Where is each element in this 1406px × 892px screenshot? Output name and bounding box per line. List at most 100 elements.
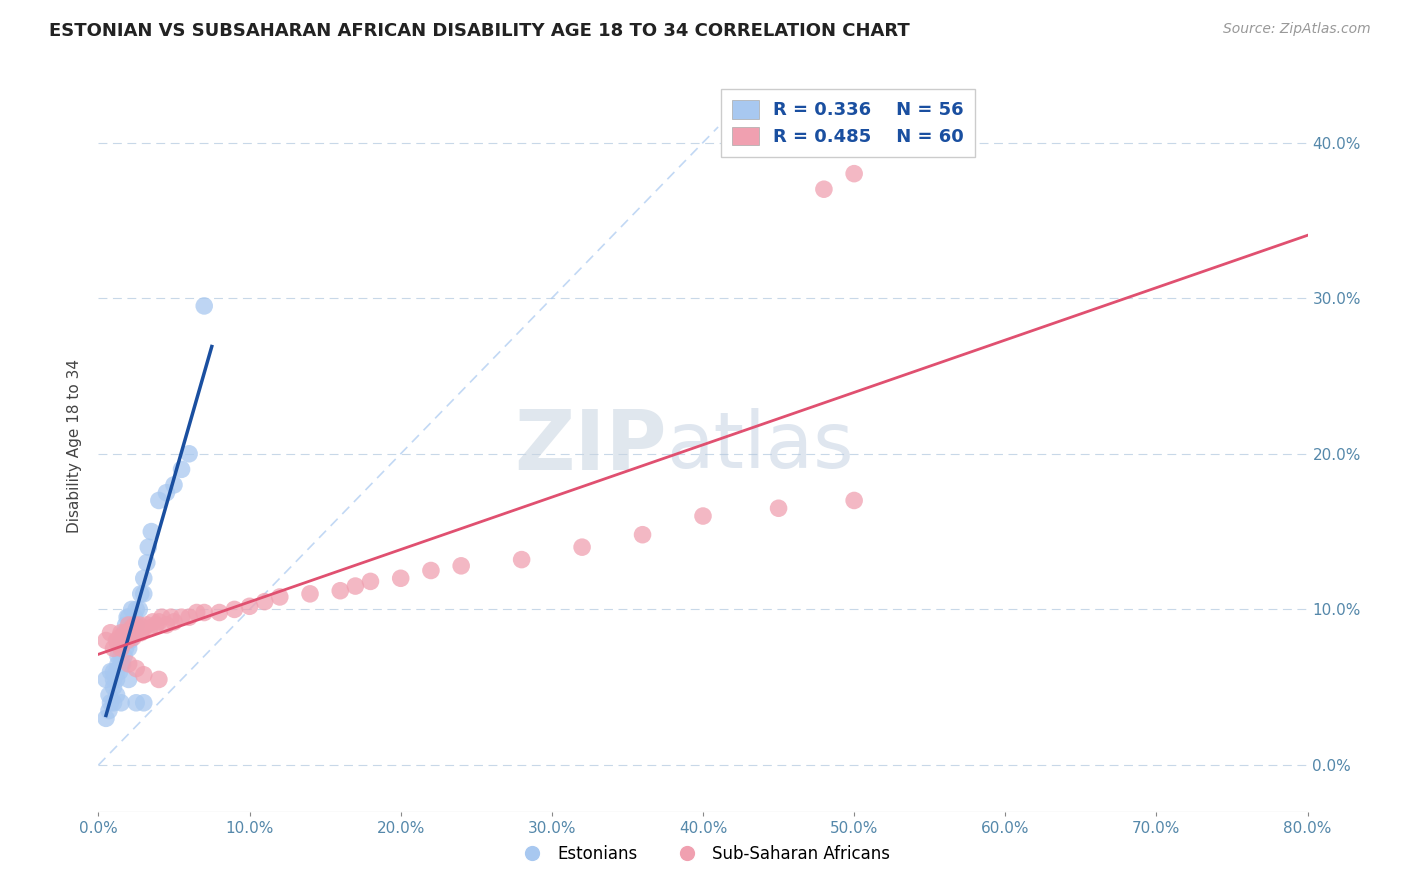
Point [170, 610, 193, 624]
Point [124, 610, 146, 624]
Point [132, 571, 155, 585]
Point [107, 637, 129, 651]
Point [103, 680, 125, 694]
Point [98, 688, 121, 702]
Point [844, 493, 866, 508]
Point [692, 509, 714, 524]
Point [125, 602, 148, 616]
Point [105, 665, 128, 679]
Point [141, 524, 163, 539]
Point [132, 587, 155, 601]
Point [105, 633, 128, 648]
Point [100, 665, 122, 679]
Point [155, 485, 177, 500]
Point [118, 657, 141, 671]
Point [110, 649, 132, 664]
Y-axis label: Disability Age 18 to 34: Disability Age 18 to 34 [67, 359, 83, 533]
Point [135, 556, 157, 570]
Point [450, 558, 472, 573]
Point [142, 615, 165, 629]
Point [145, 618, 167, 632]
Point [118, 673, 141, 687]
Point [170, 462, 193, 476]
Point [103, 665, 125, 679]
Point [163, 615, 186, 629]
Point [94, 711, 117, 725]
Point [163, 478, 186, 492]
Point [118, 610, 141, 624]
Point [132, 621, 155, 635]
Point [110, 641, 132, 656]
Point [105, 673, 128, 687]
Point [103, 641, 125, 656]
Point [122, 631, 145, 645]
Point [132, 696, 155, 710]
Point [150, 610, 173, 624]
Point [111, 633, 134, 648]
Point [118, 641, 141, 656]
Point [120, 633, 142, 648]
Point [111, 633, 134, 648]
Point [132, 667, 155, 681]
Point [127, 621, 149, 635]
Point [571, 540, 593, 554]
Point [110, 633, 132, 648]
Point [114, 618, 136, 632]
Point [813, 182, 835, 196]
Point [110, 657, 132, 671]
Point [112, 631, 135, 645]
Point [118, 618, 141, 632]
Legend: Estonians, Sub-Saharan Africans: Estonians, Sub-Saharan Africans [509, 838, 897, 869]
Point [103, 673, 125, 687]
Point [148, 493, 170, 508]
Point [768, 501, 790, 516]
Point [193, 299, 215, 313]
Point [136, 540, 159, 554]
Point [129, 625, 152, 640]
Point [98, 704, 121, 718]
Point [344, 579, 367, 593]
Point [135, 618, 157, 632]
Point [115, 633, 138, 648]
Point [208, 606, 231, 620]
Point [148, 615, 170, 629]
Point [128, 618, 150, 632]
Point [121, 618, 143, 632]
Point [121, 621, 143, 635]
Point [125, 661, 148, 675]
Point [129, 587, 152, 601]
Point [112, 649, 135, 664]
Point [224, 602, 246, 616]
Point [299, 587, 322, 601]
Point [108, 631, 131, 645]
Point [118, 631, 141, 645]
Point [118, 625, 141, 640]
Point [100, 696, 122, 710]
Point [844, 167, 866, 181]
Text: ESTONIAN VS SUBSAHARAN AFRICAN DISABILITY AGE 18 TO 34 CORRELATION CHART: ESTONIAN VS SUBSAHARAN AFRICAN DISABILIT… [49, 22, 910, 40]
Point [122, 618, 145, 632]
Point [115, 610, 138, 624]
Point [510, 552, 533, 566]
Point [269, 590, 291, 604]
Point [120, 625, 142, 640]
Point [114, 625, 136, 640]
Point [110, 696, 132, 710]
Point [179, 610, 201, 624]
Text: Source: ZipAtlas.com: Source: ZipAtlas.com [1223, 22, 1371, 37]
Point [360, 574, 382, 589]
Point [112, 625, 135, 640]
Point [100, 625, 122, 640]
Point [105, 688, 128, 702]
Point [110, 625, 132, 640]
Point [125, 696, 148, 710]
Point [114, 641, 136, 656]
Point [108, 665, 131, 679]
Point [121, 602, 143, 616]
Point [193, 606, 215, 620]
Point [115, 633, 138, 648]
Point [125, 618, 148, 632]
Point [155, 618, 177, 632]
Point [139, 621, 162, 635]
Point [329, 583, 352, 598]
